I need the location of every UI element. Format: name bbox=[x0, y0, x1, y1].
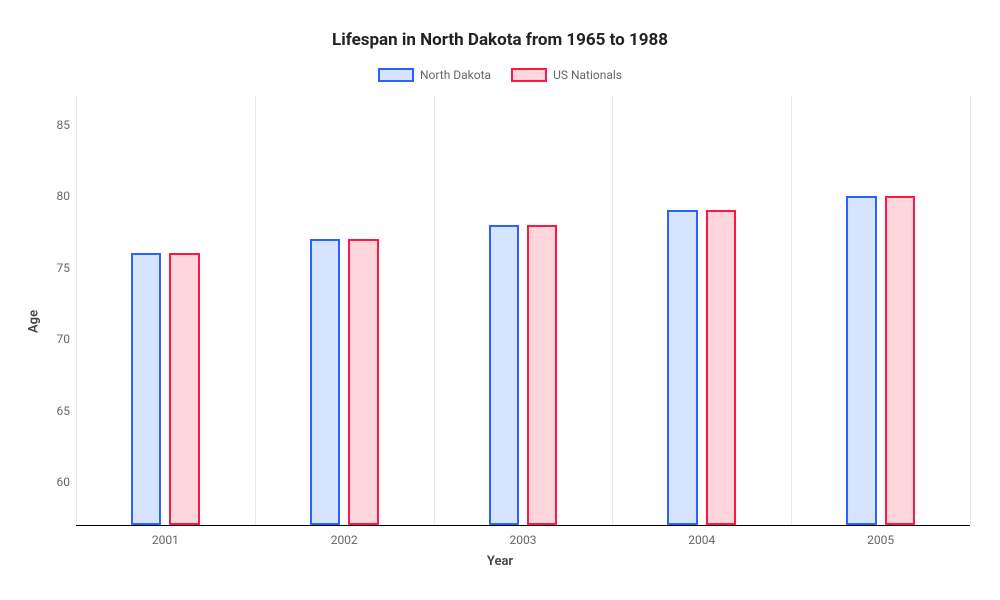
legend-item-north-dakota: North Dakota bbox=[378, 68, 491, 82]
y-axis-label: Age bbox=[27, 309, 42, 332]
bar bbox=[489, 225, 519, 525]
bar bbox=[885, 196, 915, 525]
grid-line bbox=[791, 96, 792, 525]
legend-item-us-nationals: US Nationals bbox=[511, 68, 622, 82]
x-tick: 2002 bbox=[331, 533, 358, 547]
grid-line bbox=[255, 96, 256, 525]
legend-label: North Dakota bbox=[420, 68, 491, 82]
y-tick: 70 bbox=[40, 332, 70, 346]
x-tick: 2004 bbox=[688, 533, 715, 547]
grid-line bbox=[76, 96, 77, 525]
bar bbox=[667, 210, 697, 525]
legend-swatch bbox=[511, 68, 547, 82]
x-axis-label: Year bbox=[20, 554, 980, 569]
bar bbox=[706, 210, 736, 525]
x-tick: 2003 bbox=[510, 533, 537, 547]
bars-layer bbox=[76, 96, 970, 525]
y-tick: 80 bbox=[40, 189, 70, 203]
x-tick: 2001 bbox=[152, 533, 179, 547]
bar bbox=[527, 225, 557, 525]
legend: North Dakota US Nationals bbox=[20, 68, 980, 82]
legend-label: US Nationals bbox=[553, 68, 622, 82]
x-tick: 2005 bbox=[867, 533, 894, 547]
chart-container: Lifespan in North Dakota from 1965 to 19… bbox=[0, 0, 1000, 600]
bar bbox=[169, 253, 199, 525]
grid-line bbox=[612, 96, 613, 525]
plot-area: 60657075808520012002200320042005 bbox=[76, 96, 970, 526]
grid-line bbox=[434, 96, 435, 525]
bar bbox=[846, 196, 876, 525]
bar bbox=[348, 239, 378, 525]
legend-swatch bbox=[378, 68, 414, 82]
y-tick: 65 bbox=[40, 404, 70, 418]
bar bbox=[131, 253, 161, 525]
grid-line bbox=[970, 96, 971, 525]
y-tick: 75 bbox=[40, 261, 70, 275]
bar bbox=[310, 239, 340, 525]
y-tick: 60 bbox=[40, 475, 70, 489]
y-tick: 85 bbox=[40, 118, 70, 132]
chart-title: Lifespan in North Dakota from 1965 to 19… bbox=[20, 30, 980, 50]
